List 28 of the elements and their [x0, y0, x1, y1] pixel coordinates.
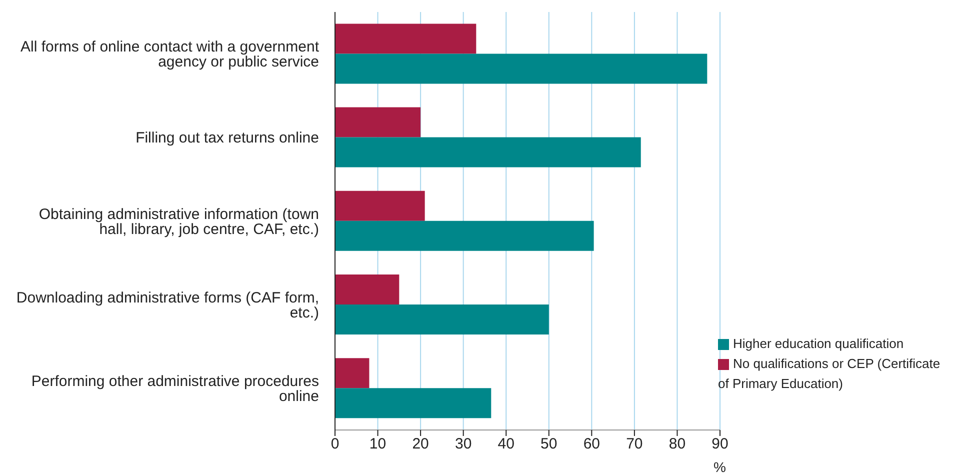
x-tick-label: 0	[330, 436, 340, 453]
bar	[335, 274, 400, 305]
y-tick-label: Filling out tax returns online	[136, 130, 319, 147]
x-tick-label: 70	[626, 436, 643, 453]
bar	[335, 24, 476, 54]
x-tick-label: 50	[540, 436, 558, 453]
y-tick-label: Performing other administrative procedures online	[31, 373, 319, 406]
bar	[335, 190, 425, 221]
bar	[335, 54, 708, 84]
bar	[335, 107, 421, 138]
legend-label: No qualifications or CEP (Certificate of Primary Education)	[718, 356, 940, 391]
legend-label: Higher education qualification	[733, 336, 904, 351]
x-tick-label: 40	[498, 436, 514, 453]
x-tick-label: 20	[412, 436, 429, 453]
y-tick-label: All forms of online contact with a government agency or public service	[20, 38, 320, 71]
bar	[335, 304, 549, 335]
bar	[335, 388, 492, 418]
bar	[335, 358, 370, 388]
x-tick-label: 30	[454, 436, 472, 453]
bar	[335, 137, 641, 168]
x-axis-title: %	[714, 459, 726, 474]
x-tick-label: 10	[369, 436, 386, 453]
y-tick-label: Obtaining administrative information (town hall, library, job centre, CAF, etc.)	[38, 206, 319, 238]
x-tick-label: 60	[583, 436, 600, 453]
y-tick-label: Downloading administrative forms (CAF form, etc.)	[16, 289, 319, 322]
bar	[335, 220, 594, 251]
x-tick-label: 90	[712, 436, 728, 453]
x-tick-label: 80	[668, 436, 686, 453]
